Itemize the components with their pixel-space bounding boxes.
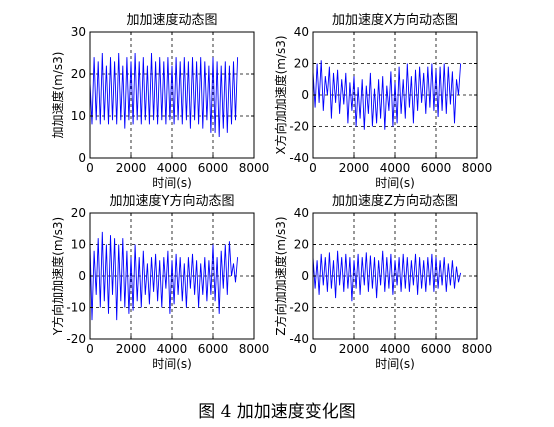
series-line: [89, 231, 239, 321]
y-tick-label: -40: [289, 151, 309, 165]
y-tick-label: 20: [71, 67, 86, 81]
x-tick-label: 8000: [462, 342, 493, 356]
y-tick-label: 40: [294, 25, 309, 39]
chart-title: 加加速度Y方向动态图: [110, 193, 235, 209]
y-tick-label: 20: [294, 57, 309, 71]
x-tick-label: 6000: [421, 342, 452, 356]
y-tick-label: 10: [71, 238, 86, 252]
series-line: [89, 52, 239, 138]
x-axis-label: 时间(s): [152, 176, 192, 190]
x-axis-label: 时间(s): [375, 357, 415, 371]
x-tick-label: 2000: [339, 161, 370, 175]
y-tick-label: -20: [289, 120, 309, 134]
chart-jerk-z: 0 2000 4000 6000 8000 -40 -20 0 20 40 加加速度Z方向动态图时间…: [273, 193, 492, 371]
x-axis-label: 时间(s): [152, 357, 192, 371]
y-axis-label: Z方向加加速度(m/s3): [273, 216, 288, 335]
x-tick-label: 6000: [198, 342, 229, 356]
x-tick-label: 6000: [198, 161, 229, 175]
x-tick-label: 8000: [239, 161, 270, 175]
series-line: [312, 250, 462, 302]
y-tick-label: 0: [78, 269, 86, 283]
x-tick-label: 8000: [239, 342, 270, 356]
y-tick-label: 0: [301, 269, 309, 283]
chart-title: 加加速度X方向动态图: [332, 12, 458, 28]
x-tick-label: 4000: [380, 342, 411, 356]
x-tick-label: 4000: [157, 161, 188, 175]
x-tick-label: 6000: [421, 161, 452, 175]
x-tick-label: 2000: [116, 342, 147, 356]
y-tick-label: -10: [66, 301, 86, 315]
y-axis-label: Y方向加加速度(m/s3): [50, 217, 65, 336]
x-tick-label: 4000: [380, 161, 411, 175]
y-tick-label: 30: [71, 25, 86, 39]
y-tick-label: 20: [71, 206, 86, 220]
chart-jerk-x: 0 2000 4000 6000 8000 -40 -20 0 20 40 加加速度X方向动态图时间…: [273, 12, 492, 190]
x-tick-label: 0: [309, 161, 317, 175]
y-tick-label: -20: [66, 332, 86, 346]
y-tick-label: 40: [294, 206, 309, 220]
x-tick-label: 8000: [462, 161, 493, 175]
y-tick-label: -20: [289, 301, 309, 315]
chart-jerk-y: 0 2000 4000 6000 8000 -20 -10 0 10 20 加加速度Y方向动态图时间…: [50, 193, 269, 371]
y-tick-label: 10: [71, 109, 86, 123]
y-tick-label: -40: [289, 332, 309, 346]
y-tick-label: 0: [301, 88, 309, 102]
x-tick-label: 0: [86, 161, 94, 175]
x-tick-label: 4000: [157, 342, 188, 356]
figure-caption: 图 4 加加速度变化图: [198, 402, 356, 422]
x-tick-label: 0: [86, 342, 94, 356]
y-tick-label: 20: [294, 238, 309, 252]
figure: 0 2000 4000 6000 80000102030加加速度动态图时间(s)加加速度…: [50, 12, 492, 371]
y-axis-label: X方向加加速度(m/s3): [273, 35, 288, 154]
chart-title: 加加速度Z方向动态图: [332, 193, 458, 209]
y-axis-label: 加加速度(m/s3): [50, 52, 65, 139]
x-axis-label: 时间(s): [375, 176, 415, 190]
chart-title: 加加速度动态图: [126, 12, 217, 28]
x-tick-label: 2000: [116, 161, 147, 175]
x-tick-label: 0: [309, 342, 317, 356]
x-tick-label: 2000: [339, 342, 370, 356]
y-tick-label: 0: [78, 151, 86, 165]
series-line: [312, 60, 462, 130]
